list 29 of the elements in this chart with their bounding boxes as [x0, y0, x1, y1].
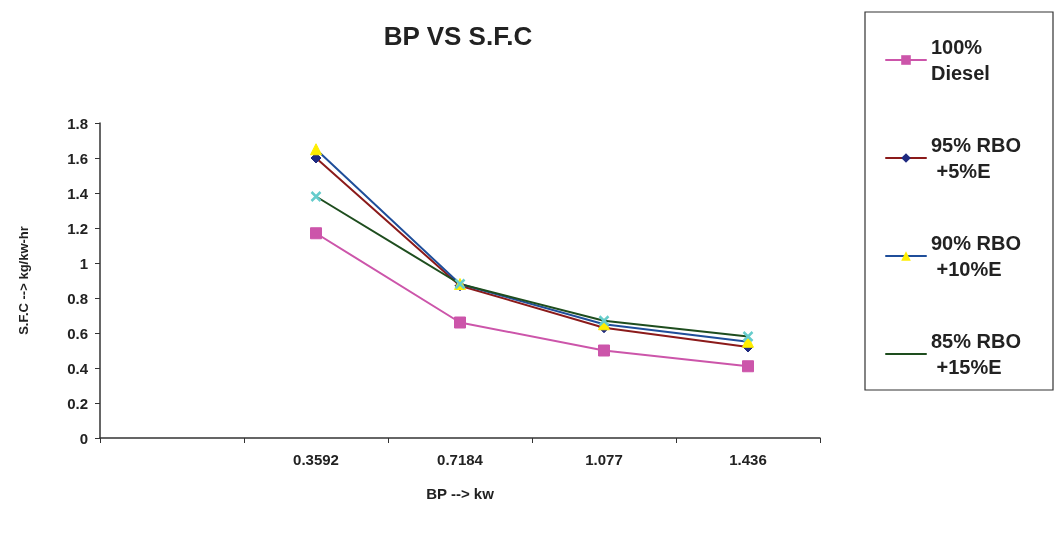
legend-label: 95% RBO +5%E	[931, 134, 1022, 182]
y-tick-label: 0.8	[67, 289, 88, 307]
x-axis-title: BP --> kw	[426, 485, 495, 502]
y-tick-label: 0.2	[67, 394, 88, 412]
point	[742, 360, 754, 373]
y-tick-label: 1.8	[67, 114, 88, 132]
x-tick-label: 0.3592	[293, 451, 339, 468]
y-tick-label: 0.6	[67, 324, 88, 342]
point	[598, 315, 610, 327]
point	[454, 316, 466, 329]
point	[742, 330, 754, 343]
y-tick-label: 1.4	[67, 184, 89, 202]
x-tick-label: 0.7184	[437, 451, 484, 468]
point	[598, 344, 610, 357]
x-tick-label: 1.436	[729, 451, 767, 468]
x-tick-label: 1.077	[585, 451, 623, 468]
chart-title: BP VS S.F.C	[383, 21, 533, 51]
y-tick-label: 1.2	[67, 219, 88, 237]
point	[310, 227, 322, 240]
point	[310, 143, 322, 156]
y-tick-label: 1	[79, 254, 88, 272]
legend-label: 100% Diesel	[931, 36, 990, 84]
legend-label: 90% RBO +10%E	[931, 232, 1022, 280]
y-axis-title: S.F.C --> kg/kw-hr	[16, 226, 31, 335]
y-tick-label: 0.4	[67, 359, 89, 377]
legend-label: 85% RBO +15%E	[931, 330, 1022, 378]
y-tick-label: 0	[79, 429, 88, 447]
y-tick-label: 1.6	[67, 149, 88, 167]
point	[310, 190, 322, 203]
